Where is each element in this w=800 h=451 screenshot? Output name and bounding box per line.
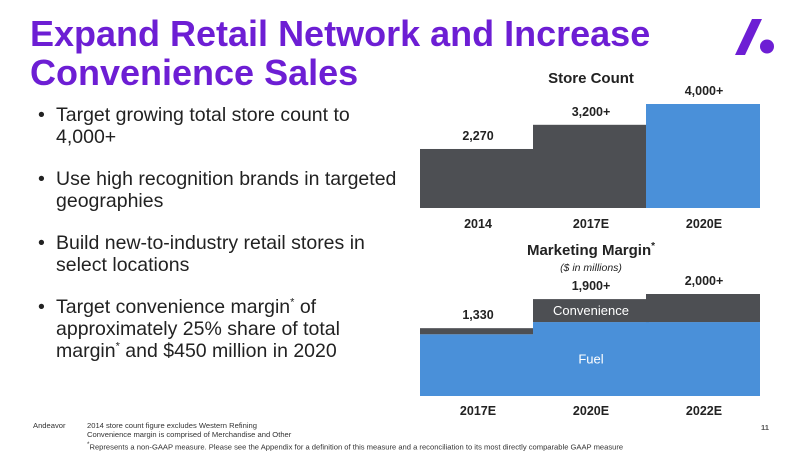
total-label: 1,900+ bbox=[572, 279, 611, 293]
bullet-item: Target growing total store count to 4,00… bbox=[38, 104, 398, 148]
bullet-item: Target convenience margin* of approximat… bbox=[38, 296, 398, 362]
footnote-marker: * bbox=[115, 340, 120, 353]
marketing-margin-chart: Marketing Margin* ($ in millions) 1,330 201… bbox=[420, 241, 760, 418]
footer-note: Convenience margin is comprised of Merch… bbox=[87, 430, 292, 440]
bar-2017E bbox=[533, 124, 649, 208]
footnote-marker: * bbox=[651, 241, 655, 252]
value-label: 2,270 bbox=[462, 129, 493, 143]
segment-label: Convenience bbox=[553, 303, 629, 318]
bullet-text-part: of approximately 25% share of total marg… bbox=[56, 296, 340, 362]
chart-title: Store Count bbox=[548, 70, 634, 87]
footer-notes: 2014 store count figure excludes Western… bbox=[87, 421, 623, 451]
bar-segment-convenience bbox=[420, 328, 536, 335]
chart-title: Marketing Margin* bbox=[527, 241, 655, 259]
footer-note-text: Represents a non-GAAP measure. Please se… bbox=[89, 442, 624, 451]
bar-segment-fuel bbox=[646, 322, 760, 396]
bullet-text: Target growing total store count to 4,00… bbox=[56, 104, 350, 148]
bar-segment-fuel bbox=[420, 334, 536, 396]
total-label: 1,330 bbox=[462, 308, 493, 322]
bullet-item: Use high recognition brands in targeted … bbox=[38, 168, 398, 212]
bullet-text: Build new-to-industry retail stores in s… bbox=[56, 232, 365, 276]
category-label: 2017E bbox=[460, 404, 496, 418]
category-label: 2017E bbox=[573, 217, 609, 231]
footnote-marker: * bbox=[290, 296, 295, 309]
footer-note: 2014 store count figure excludes Western… bbox=[87, 421, 257, 430]
bullet-text-part: Target convenience margin bbox=[56, 296, 291, 318]
slide-title-line-1: Expand Retail Network and Increase bbox=[30, 13, 651, 54]
category-label: 2022E bbox=[686, 404, 722, 418]
category-label: 2020E bbox=[686, 217, 722, 231]
bullet-text-part: and $450 million in 2020 bbox=[119, 340, 337, 362]
footer-note: *Represents a non-GAAP measure. Please s… bbox=[87, 440, 623, 451]
bullet-list: Target growing total store count to 4,00… bbox=[38, 104, 398, 362]
bar-segment-fuel bbox=[533, 322, 649, 396]
slide-title: Expand Retail Network and Increase Conve… bbox=[30, 14, 670, 92]
category-label: 2020E bbox=[573, 404, 609, 418]
slide-title-line-2: Convenience Sales bbox=[30, 52, 359, 93]
segment-label: Fuel bbox=[578, 352, 603, 367]
andeavor-logo-icon bbox=[735, 19, 774, 55]
bar-2020E bbox=[646, 104, 760, 208]
bullet-text: Use high recognition brands in targeted … bbox=[56, 168, 397, 212]
value-label: 3,200+ bbox=[572, 105, 611, 119]
total-label: 2,000+ bbox=[685, 274, 724, 288]
bullet-item: Build new-to-industry retail stores in s… bbox=[38, 232, 398, 276]
value-label: 4,000+ bbox=[685, 84, 724, 98]
bar-2014 bbox=[420, 148, 536, 208]
footer-brand: Andeavor bbox=[33, 421, 66, 430]
category-label: 2014 bbox=[464, 217, 492, 231]
footnote-marker: * bbox=[87, 440, 90, 448]
bar-segment-convenience bbox=[646, 294, 760, 323]
chart-subtitle: ($ in millions) bbox=[560, 262, 622, 274]
bar-segment-convenience bbox=[533, 299, 649, 323]
page-number: 11 bbox=[761, 423, 770, 432]
store-count-chart: Store Count 2,270 2014 3,200+ 2017E 4,000+ 202… bbox=[420, 70, 760, 231]
footer: Andeavor 2014 store count figure exclude… bbox=[0, 418, 800, 451]
